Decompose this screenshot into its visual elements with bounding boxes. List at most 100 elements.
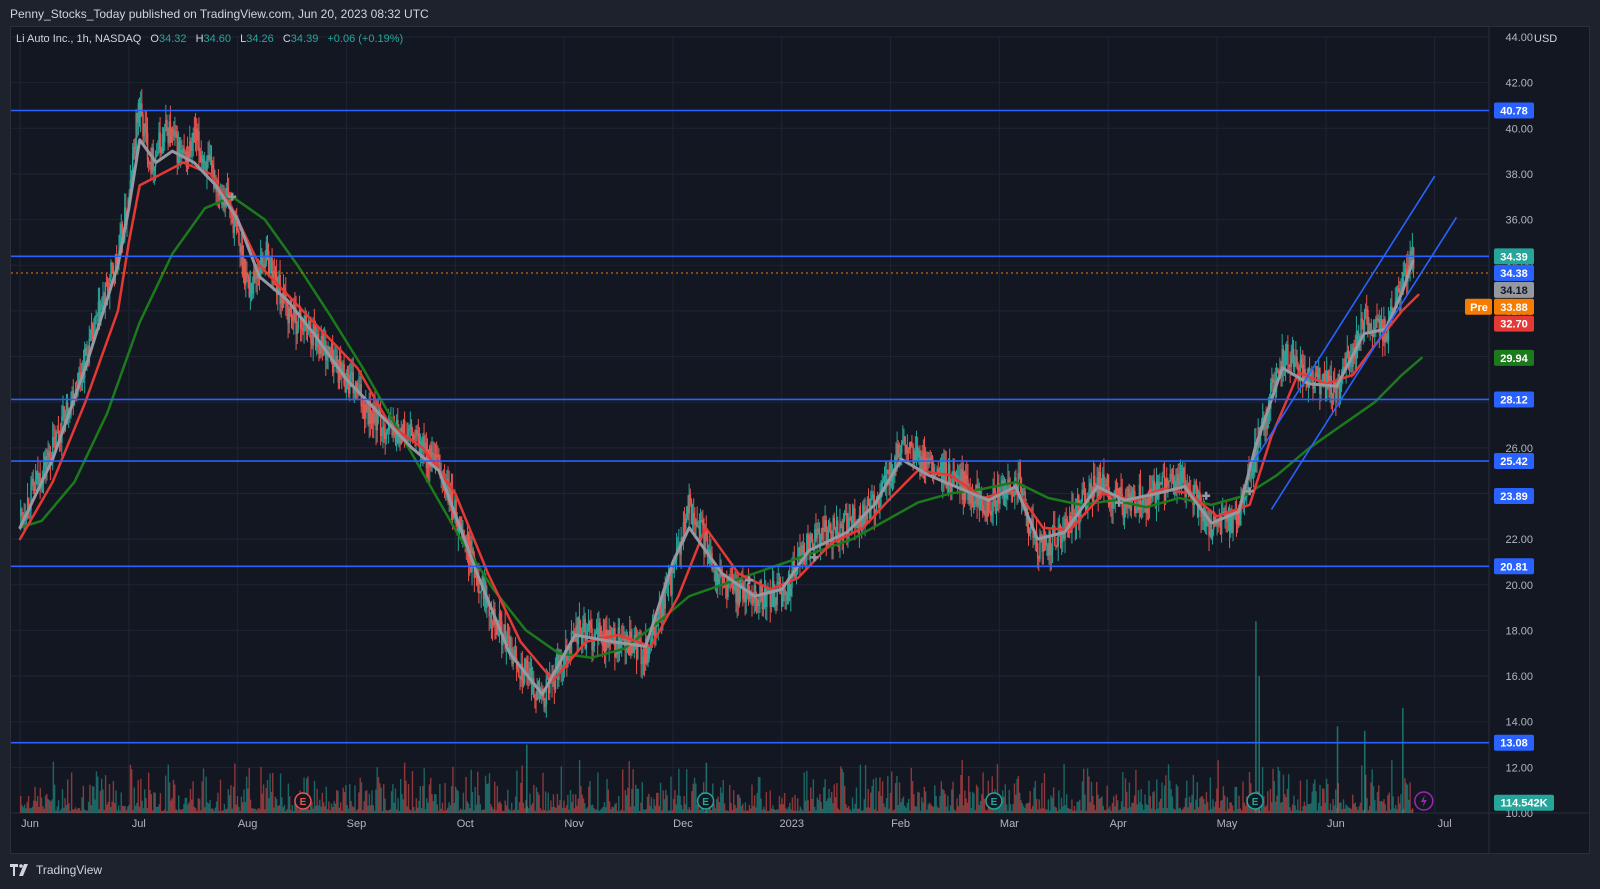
- volume-bar: [352, 807, 355, 813]
- volume-bar: [772, 805, 774, 813]
- candle-body: [823, 529, 825, 532]
- candle-body: [1104, 485, 1106, 488]
- volume-bar: [1227, 808, 1230, 813]
- volume-bar: [709, 807, 711, 813]
- volume-bar: [159, 793, 162, 813]
- candle-body: [910, 442, 912, 446]
- volume-bar: [234, 763, 236, 813]
- earnings-marker-icon: [985, 792, 1003, 810]
- volume-bar: [1099, 797, 1102, 813]
- volume-bar: [1243, 802, 1245, 813]
- volume-bar: [1230, 802, 1232, 813]
- volume-bar: [1157, 808, 1159, 813]
- candle-body: [590, 624, 592, 628]
- volume-bar: [996, 763, 999, 813]
- candle-body: [1136, 503, 1138, 512]
- volume-bar: [1107, 808, 1110, 813]
- volume-bar: [1161, 782, 1163, 813]
- volume-bar: [151, 810, 154, 813]
- candle-body: [896, 444, 898, 462]
- volume-bar: [94, 799, 96, 813]
- candle-body: [583, 618, 585, 624]
- candle-body: [1208, 519, 1210, 536]
- price-tag-bg: [1494, 558, 1534, 575]
- volume-bar: [793, 810, 795, 813]
- candle-body: [504, 624, 506, 649]
- volume-bar: [633, 806, 636, 813]
- candle-body: [553, 680, 556, 690]
- candle-body: [102, 295, 104, 304]
- candle-body: [736, 583, 738, 603]
- candle-body: [1256, 448, 1258, 460]
- volume-bar: [317, 805, 320, 813]
- volume-bar: [38, 806, 40, 813]
- volume-bar: [624, 790, 627, 813]
- volume-bar: [1406, 784, 1409, 813]
- tradingview-footer[interactable]: TradingView: [10, 863, 102, 877]
- candle-body: [852, 508, 855, 514]
- volume-bar: [1110, 810, 1112, 813]
- candle-body: [1228, 509, 1231, 533]
- volume-bar: [1393, 808, 1396, 813]
- candle-body: [274, 272, 277, 275]
- volume-bar: [876, 810, 879, 813]
- volume-bar: [799, 806, 801, 813]
- volume-bar: [53, 784, 56, 813]
- volume-bar: [1318, 802, 1320, 813]
- volume-bar: [432, 801, 435, 813]
- price-tag-bg: [1494, 794, 1554, 811]
- volume-bar: [1020, 800, 1022, 813]
- price-chart[interactable]: E E E E10.0012.0014.0016.0018.0020.0022.002…: [11, 27, 1589, 853]
- volume-bar: [245, 776, 248, 813]
- volume-bar: [311, 801, 313, 813]
- volume-bar: [260, 766, 262, 813]
- candle-body: [1243, 496, 1246, 504]
- volume-bar: [1357, 809, 1359, 813]
- volume-bar: [1037, 809, 1039, 813]
- volume-bar: [1240, 810, 1243, 813]
- volume-bar: [43, 808, 45, 813]
- volume-bar: [623, 810, 625, 813]
- volume-bar: [137, 780, 139, 813]
- candle-body: [1370, 323, 1373, 330]
- volume-bar: [880, 795, 882, 813]
- volume-bar: [1268, 810, 1270, 813]
- volume-bar: [576, 805, 578, 813]
- candle-body: [1310, 373, 1312, 379]
- candle-body: [754, 585, 757, 600]
- candle-body: [51, 437, 54, 464]
- volume-bar: [1388, 792, 1390, 813]
- candle-body: [510, 648, 512, 657]
- candle-body: [920, 456, 922, 477]
- candle-body: [793, 559, 796, 577]
- volume-bar: [1105, 810, 1107, 813]
- candle-body: [994, 490, 997, 512]
- price-tag-label: 40.78: [1500, 105, 1528, 117]
- volume-bar: [877, 791, 880, 813]
- volume-bar: [403, 762, 406, 813]
- candle-body: [1284, 351, 1287, 366]
- candle-body: [1180, 471, 1183, 483]
- volume-bar: [1184, 798, 1187, 813]
- volume-bar: [824, 779, 826, 813]
- earnings-marker-label: E: [300, 797, 307, 808]
- candle-body: [146, 132, 149, 161]
- candle-body: [1278, 370, 1280, 375]
- candle-body: [330, 344, 333, 354]
- volume-bar: [802, 810, 804, 813]
- candle-body: [271, 257, 273, 284]
- chart-frame[interactable]: E E E E 10.00 12.00 14.00 16.00 18.00 20.00 22.00 2…: [10, 26, 1590, 854]
- candle-body: [246, 272, 248, 275]
- candle-body: [346, 373, 349, 379]
- currency-label[interactable]: USD: [1534, 33, 1558, 45]
- candle-body: [666, 585, 669, 587]
- volume-bar: [346, 805, 348, 813]
- volume-bar: [167, 764, 169, 813]
- volume-bar: [1102, 805, 1104, 813]
- y-tick-label: 36.00: [1505, 215, 1533, 227]
- candle-body: [715, 571, 718, 582]
- candle-body: [747, 584, 750, 591]
- volume-bar: [555, 807, 557, 813]
- candle-body: [606, 629, 608, 642]
- volume-bar: [648, 793, 650, 813]
